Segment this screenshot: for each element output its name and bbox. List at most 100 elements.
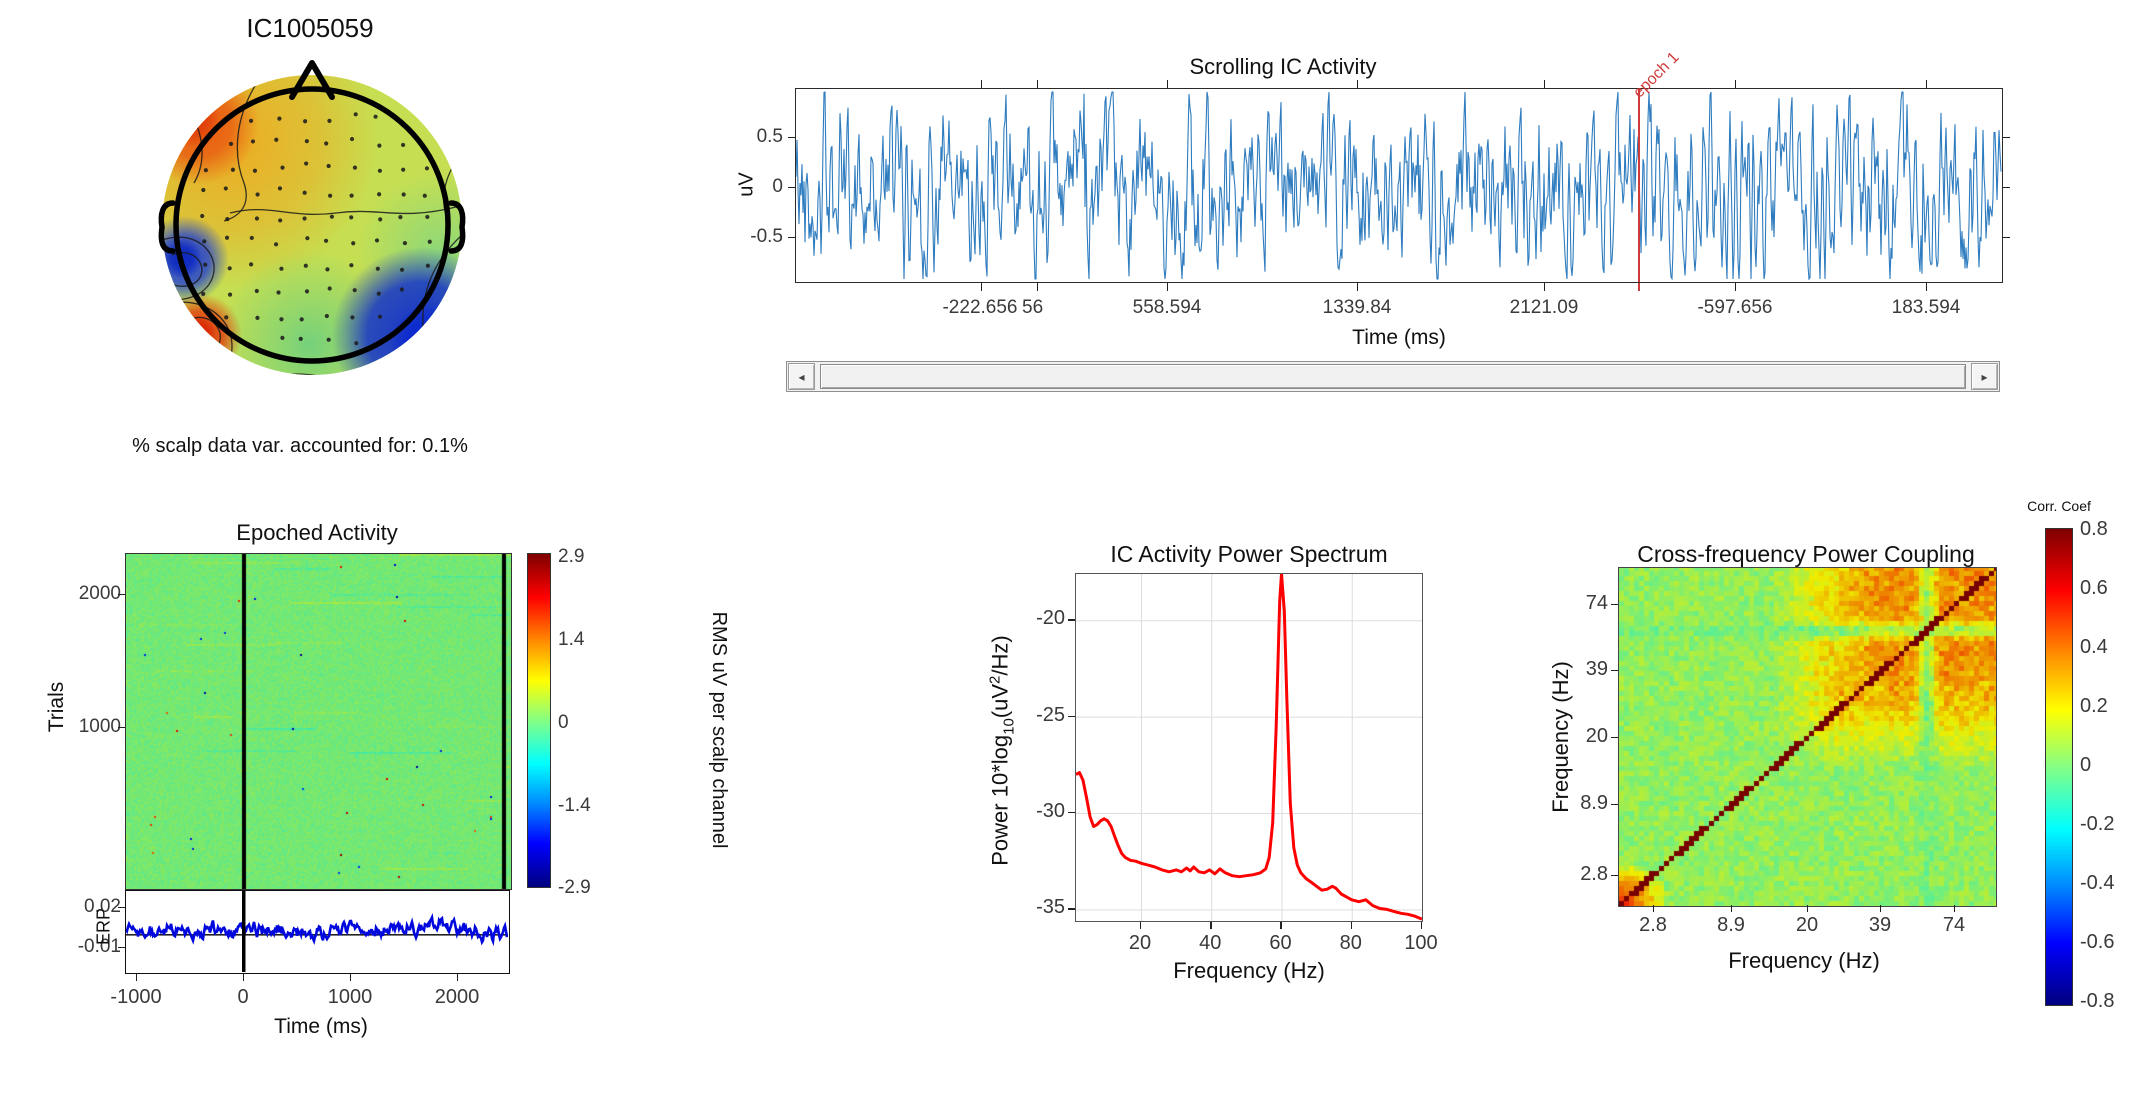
cross-frequency-x-tick-mark <box>1954 905 1956 912</box>
cross-frequency-y-tick-mark <box>1611 604 1618 606</box>
cross-frequency-title: Cross-frequency Power Coupling <box>1637 541 1975 567</box>
power-spectrum-title: IC Activity Power Spectrum <box>1110 541 1388 567</box>
power-spectrum-x-tick-label: 80 <box>1339 932 1362 954</box>
epoched-y-tick-mark <box>118 594 125 596</box>
scroll-y-tick-mark-right <box>2003 237 2010 239</box>
erp-image <box>125 553 512 890</box>
scroll-x-tick-mark-top <box>1357 80 1359 88</box>
erp-y-tick-mark <box>118 907 125 909</box>
power-spectrum-x-tick-mark <box>1280 922 1282 929</box>
scroll-x-tick-mark-top <box>981 80 983 88</box>
power-spectrum-y-tick-mark <box>1068 715 1075 718</box>
cross-frequency-y-tick-label: 74 <box>1585 592 1608 614</box>
epoched-x-tick-label: -1000 <box>110 986 162 1008</box>
cross-frequency-y-tick-mark <box>1611 804 1618 806</box>
scroll-x-tick-label: 1339.84 <box>1322 297 1392 318</box>
scroll-x-tick-mark-top <box>1167 80 1169 88</box>
scroll-y-tick-mark-right <box>2003 137 2010 139</box>
scroll-y-tick-mark <box>788 187 795 189</box>
epoched-x-tick-mark <box>350 974 352 981</box>
power-spectrum-y-tick-mark <box>1068 619 1075 621</box>
epoched-colorbar-tick-label: -1.4 <box>558 795 591 816</box>
cross-frequency-y-tick-label: 8.9 <box>1580 792 1608 814</box>
cross-frequency-y-tick-mark <box>1611 737 1618 739</box>
scroll-x-tick-mark-top <box>1544 80 1546 88</box>
corr-coef-colorbar-tick-label: -0.4 <box>2080 872 2115 894</box>
ylabel-sup: 2 <box>986 675 1004 684</box>
scalp-variance-caption: % scalp data var. accounted for: 0.1% <box>132 435 468 457</box>
erp-trace <box>124 891 509 972</box>
scrollbar-thumb[interactable] <box>820 364 1966 389</box>
epoched-y-tick-label: 1000 <box>78 716 121 737</box>
scroll-y-tick-label: 0 <box>772 176 783 197</box>
corr-coef-colorbar-tick-label: 0 <box>2080 754 2092 776</box>
epoched-colorbar-tick-label: 2.9 <box>558 546 585 567</box>
scroll-x-tick-mark-top <box>1926 80 1928 88</box>
cross-frequency-x-axis-label: Frequency (Hz) <box>1728 948 1880 973</box>
scrollbar-left-arrow-button[interactable]: ◂ <box>788 363 815 390</box>
scrolling-activity-plot <box>795 88 2003 283</box>
power-spectrum-x-tick-label: 100 <box>1404 932 1438 954</box>
cross-frequency-x-tick-label: 20 <box>1795 914 1819 936</box>
corr-coef-colorbar-title: Corr. Coef <box>2027 498 2091 514</box>
corr-coef-colorbar-tick-label: 0.8 <box>2080 518 2108 540</box>
erp-trace-panel <box>124 890 510 974</box>
epoched-x-axis-label: Time (ms) <box>274 1015 368 1038</box>
erp-y-tick-mark <box>118 947 125 949</box>
scroll-y-tick-label: 0.5 <box>756 126 783 147</box>
epoched-x-tick-label: 0 <box>237 986 249 1008</box>
power-spectrum-x-tick-mark <box>1139 922 1142 929</box>
scroll-y-tick-mark <box>788 237 795 239</box>
power-spectrum-y-tick-mark <box>1068 908 1075 910</box>
cross-frequency-y-tick-label: 20 <box>1585 725 1608 747</box>
corr-coef-colorbar-tick-label: 0.2 <box>2080 695 2108 717</box>
power-spectrum-x-tick-label: 40 <box>1199 932 1222 954</box>
corr-coef-colorbar-tick-label: -0.6 <box>2080 931 2115 953</box>
scrolling-activity-title: Scrolling IC Activity <box>1189 54 1377 79</box>
scroll-x-tick-label: -222.656 <box>942 297 1018 318</box>
power-spectrum-curve <box>1075 572 1423 921</box>
cross-frequency-y-tick-mark <box>1611 875 1618 877</box>
power-spectrum-y-tick-label: -25 <box>1036 703 1065 726</box>
scroll-x-tick-mark <box>1544 283 1546 291</box>
erp-y-tick-label: 0.02 <box>84 896 121 917</box>
cross-frequency-x-tick-mark <box>1807 905 1809 912</box>
scrollbar-right-arrow-button[interactable]: ▸ <box>1971 363 1998 390</box>
scroll-x-tick-label: 2121.09 <box>1509 297 1579 318</box>
power-spectrum-x-tick-mark <box>1210 922 1212 929</box>
epoched-x-tick-mark <box>457 974 459 981</box>
scroll-y-tick-mark-right <box>2003 187 2010 189</box>
power-spectrum-y-tick-label: -30 <box>1036 800 1065 823</box>
cross-frequency-heatmap <box>1618 567 1997 907</box>
corr-coef-colorbar <box>2045 528 2073 1006</box>
epoched-y-tick-mark <box>118 727 125 729</box>
cross-frequency-x-tick-label: 74 <box>1942 914 1966 936</box>
power-spectrum-y-tick-label: -35 <box>1036 896 1065 919</box>
cross-frequency-x-tick-label: 39 <box>1868 914 1892 936</box>
ylabel-post: /Hz) <box>987 635 1013 676</box>
corr-coef-colorbar-tick-label: -0.2 <box>2080 813 2115 835</box>
epoched-colorbar-tick-label: 0 <box>558 712 569 733</box>
ic-title: IC1005059 <box>246 13 374 43</box>
erp-y-tick-label: -0.01 <box>77 936 121 957</box>
epoched-colorbar-tick-label: 1.4 <box>558 629 585 650</box>
scroll-x-tick-mark <box>1167 283 1169 291</box>
cross-frequency-x-tick-mark <box>1653 905 1655 912</box>
corr-coef-colorbar-tick-label: -0.8 <box>2080 990 2115 1012</box>
scroll-x-tick-mark <box>1926 283 1928 291</box>
scroll-x-tick-label: 558.594 <box>1132 297 1202 318</box>
corr-coef-colorbar-tick-label: 0.6 <box>2080 577 2108 599</box>
scroll-y-tick-label: -0.5 <box>750 226 783 247</box>
cross-frequency-x-tick-mark <box>1880 905 1882 912</box>
cross-frequency-x-tick-mark <box>1731 905 1733 912</box>
ic-activity-trace <box>795 91 2002 281</box>
scroll-x-tick-label: 183.594 <box>1891 297 1961 318</box>
time-scrollbar[interactable]: ◂ ▸ <box>786 361 2000 392</box>
scroll-x-tick-mark <box>1735 283 1737 291</box>
power-spectrum-x-tick-mark <box>1421 922 1423 929</box>
scroll-x-tick-mark-top <box>1735 80 1737 88</box>
power-spectrum-x-tick-label: 20 <box>1128 932 1152 954</box>
scroll-x-tick-mark-top <box>1037 80 1039 88</box>
epoch-marker-line <box>1638 89 1640 282</box>
